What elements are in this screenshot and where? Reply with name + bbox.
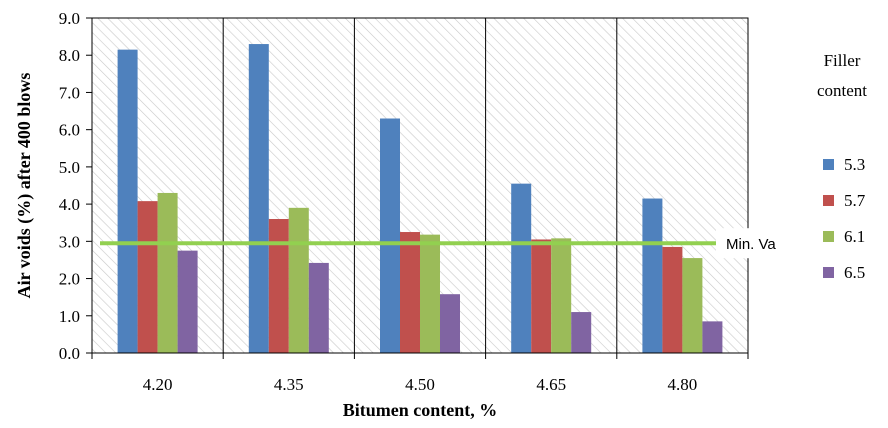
x-tick-label: 4.35 xyxy=(274,375,304,394)
bar-6.5-4.20 xyxy=(177,250,198,353)
bar-6.5-4.50 xyxy=(440,294,460,353)
bar-5.3-4.20 xyxy=(117,49,138,354)
legend-swatch-5.7 xyxy=(823,195,834,206)
y-tick-label: 8.0 xyxy=(59,46,80,65)
y-tick-label: 2.0 xyxy=(59,270,80,289)
bar-6.5-4.80 xyxy=(702,321,723,353)
bar-6.5-4.65 xyxy=(571,312,592,353)
y-tick-label: 4.0 xyxy=(59,195,80,214)
y-tick-label: 6.0 xyxy=(59,121,80,140)
y-tick-label: 1.0 xyxy=(59,307,80,326)
bar-5.7-4.35 xyxy=(268,219,289,353)
bar-6.1-4.35 xyxy=(288,207,309,353)
bar-5.7-4.80 xyxy=(662,246,683,353)
legend-swatch-6.5 xyxy=(823,267,834,278)
y-axis: 0.0 1.0 2.0 3.0 4.0 5.0 6.0 7.0 8.0 9.0 xyxy=(59,9,92,363)
bar-6.1-4.80 xyxy=(682,258,703,353)
x-tick-label: 4.20 xyxy=(143,375,173,394)
bar-6.5-4.35 xyxy=(308,262,329,353)
bar-5.7-4.20 xyxy=(137,201,158,353)
y-axis-title: Air voids (%) after 400 blows xyxy=(14,73,35,299)
bar-5.3-4.65 xyxy=(511,183,532,353)
legend-title-line-1: Filler xyxy=(824,51,861,70)
bar-5.7-4.50 xyxy=(400,232,420,353)
bar-6.1-4.65 xyxy=(551,238,572,353)
bar-5.7-4.65 xyxy=(531,239,552,353)
x-tick-label: 4.80 xyxy=(668,375,698,394)
legend-title-line-2: content xyxy=(817,81,867,100)
reference-label-box xyxy=(716,228,802,259)
reference-label: Min. Va xyxy=(726,236,776,253)
bar-5.3-4.35 xyxy=(248,44,269,354)
legend-swatch-5.3 xyxy=(823,159,834,170)
category-dividers xyxy=(222,18,618,353)
x-axis-title: Bitumen content, % xyxy=(343,400,498,420)
legend-label-6.1: 6.1 xyxy=(844,227,865,246)
legend: Filler content 5.3 5.7 6.1 6.5 xyxy=(817,51,867,282)
legend-label-5.3: 5.3 xyxy=(844,155,865,174)
x-tick-label: 4.65 xyxy=(536,375,566,394)
legend-swatch-6.1 xyxy=(823,231,834,242)
legend-label-5.7: 5.7 xyxy=(844,191,866,210)
bar-6.1-4.20 xyxy=(157,192,178,353)
x-axis: 4.20 4.35 4.50 4.65 4.80 xyxy=(91,353,749,394)
y-tick-label: 7.0 xyxy=(59,83,80,102)
x-tick-label: 4.50 xyxy=(405,375,435,394)
y-tick-label: 9.0 xyxy=(59,9,80,28)
y-tick-label: 3.0 xyxy=(59,232,80,251)
bar-5.3-4.50 xyxy=(380,118,400,353)
bar-6.1-4.50 xyxy=(420,234,440,353)
bar-5.3-4.80 xyxy=(642,198,663,353)
y-tick-label: 0.0 xyxy=(59,344,80,363)
legend-label-6.5: 6.5 xyxy=(844,263,865,282)
plot-border xyxy=(91,17,749,354)
y-tick-label: 5.0 xyxy=(59,158,80,177)
